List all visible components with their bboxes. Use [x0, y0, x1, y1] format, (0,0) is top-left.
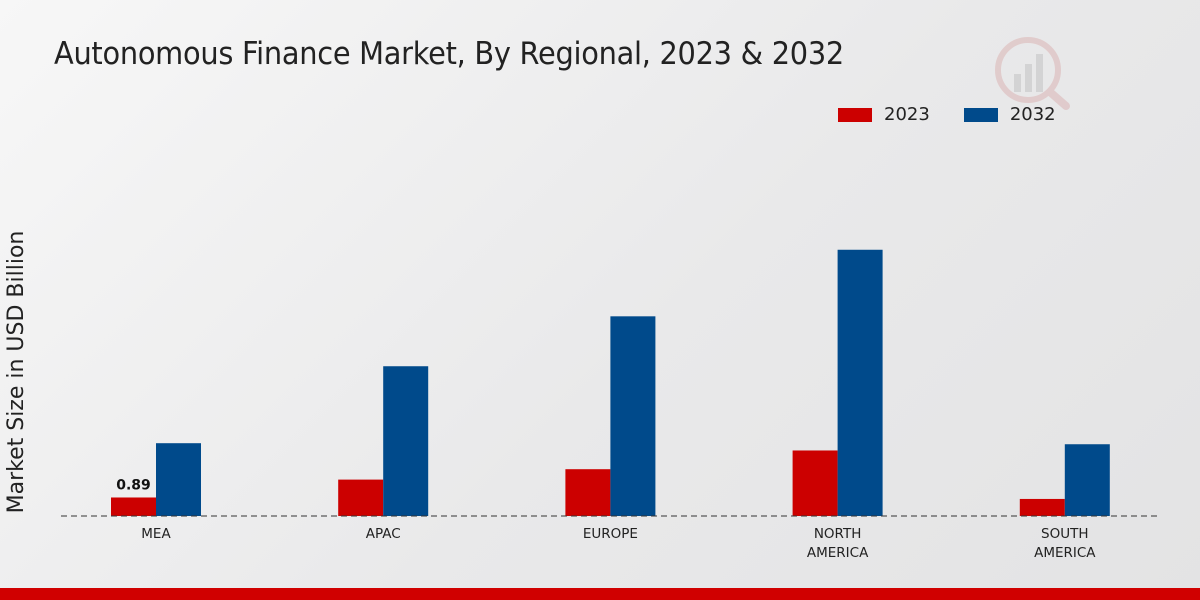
chart-title: Autonomous Finance Market, By Regional, … — [54, 36, 844, 72]
legend-item-2023: 2023 — [838, 104, 930, 125]
legend-label-2032: 2032 — [1009, 104, 1056, 125]
legend-swatch-2032 — [963, 107, 998, 122]
bar-2032-europe — [610, 316, 656, 516]
x-tick-label-north-america: NORTH AMERICA — [807, 526, 869, 561]
bottom-accent-bar — [0, 588, 1200, 600]
bar-2032-apac — [383, 366, 429, 516]
x-tick-label-south-america: SOUTH AMERICA — [1034, 526, 1096, 561]
data-label-mea: 0.89 — [116, 477, 151, 493]
bar-2032-north-america — [837, 249, 883, 516]
legend-label-2023: 2023 — [884, 104, 930, 125]
bar-2023-south-america — [1019, 498, 1065, 516]
legend-item-2032: 2032 — [963, 104, 1056, 125]
bar-2032-mea — [156, 443, 201, 516]
x-tick-label-apac: APAC — [366, 526, 401, 542]
bar-2023-europe — [565, 469, 611, 516]
brand-logo-icon — [995, 37, 1070, 110]
x-tick-label-mea: MEA — [141, 526, 171, 542]
bar-2023-north-america — [792, 450, 838, 516]
bar-2032-south-america — [1064, 444, 1110, 516]
legend: 2023 2032 — [838, 104, 1090, 125]
legend-swatch-2023 — [838, 107, 872, 122]
bar-2023-mea — [111, 497, 156, 516]
bar-2023-apac — [338, 479, 384, 516]
x-tick-label-europe: EUROPE — [583, 526, 638, 542]
